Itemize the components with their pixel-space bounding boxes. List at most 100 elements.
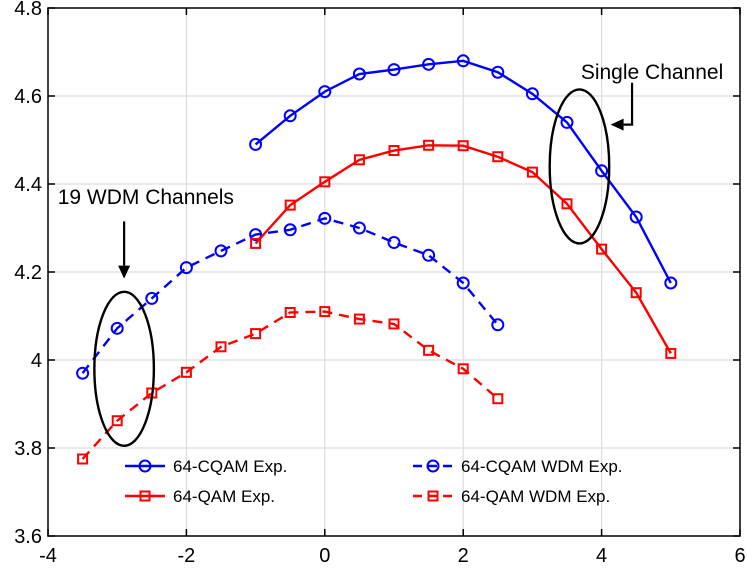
data-point-circle <box>110 321 124 335</box>
annotation-label: 19 WDM Channels <box>58 186 234 209</box>
annotation-wdm: 19 WDM Channels <box>58 186 234 447</box>
x-tick-label: 6 <box>734 545 745 567</box>
x-tick-label: 2 <box>458 545 469 567</box>
legend-item: 64-CQAM Exp. <box>125 457 287 476</box>
data-point-circle <box>426 459 440 473</box>
data-point-square <box>596 243 608 255</box>
x-tick-label: 0 <box>319 545 330 567</box>
data-point-circle <box>249 137 263 151</box>
series-64-cqam-exp <box>249 54 678 290</box>
grid <box>48 8 740 536</box>
legend-label: 64-QAM WDM Exp. <box>461 487 610 506</box>
data-point-square <box>319 306 331 318</box>
series-64-cqam-wdm-exp <box>76 211 505 380</box>
y-tick-label: 3.8 <box>14 438 42 460</box>
legend-item: 64-CQAM WDM Exp. <box>413 457 623 476</box>
data-point-square <box>526 166 538 178</box>
data-point-circle <box>318 211 332 225</box>
x-tick-label: 4 <box>596 545 607 567</box>
data-point-circle <box>179 261 193 275</box>
data-point-circle <box>138 459 152 473</box>
data-point-circle <box>456 54 470 68</box>
data-point-square <box>319 176 331 188</box>
y-tick-label: 4.8 <box>14 0 42 20</box>
data-point-circle <box>595 164 609 178</box>
annotation-arrow-head <box>118 265 131 279</box>
annotation-arrow-head <box>610 118 624 131</box>
x-tick-label: -4 <box>39 545 57 567</box>
data-point-circle <box>491 65 505 79</box>
data-point-circle <box>352 221 366 235</box>
annotation-label: Single Channel <box>581 61 723 84</box>
series-line <box>254 59 672 284</box>
series-64-qam-exp <box>250 139 677 359</box>
data-point-square <box>353 154 365 166</box>
series-group <box>76 54 678 465</box>
data-point-circle <box>422 57 436 71</box>
data-point-circle <box>214 244 228 258</box>
annotation-ellipse <box>548 88 611 245</box>
annotation-arrow-line <box>623 82 634 126</box>
data-point-square <box>111 415 123 427</box>
data-point-circle <box>318 85 332 99</box>
data-point-square <box>353 313 365 325</box>
series-64-qam-wdm-exp <box>77 306 504 465</box>
data-point-square <box>492 393 504 405</box>
legend-label: 64-CQAM Exp. <box>173 457 287 476</box>
data-point-square <box>630 287 642 299</box>
annotation-group: Single Channel 19 WDM Channels <box>58 61 723 447</box>
data-point-square <box>423 139 435 151</box>
data-point-circle <box>491 318 505 332</box>
axes: -4 -2 0 2 4 6 3.6 3.8 4 4.2 4.4 4.6 4.8 <box>14 0 745 567</box>
data-point-circle <box>283 109 297 123</box>
data-point-square <box>284 306 296 318</box>
data-point-circle <box>456 276 470 290</box>
data-point-square <box>492 151 504 163</box>
legend-label: 64-CQAM WDM Exp. <box>461 457 623 476</box>
data-point-square <box>250 237 262 249</box>
data-point-circle <box>145 291 159 305</box>
y-tick-label: 4 <box>31 350 42 372</box>
series-line <box>81 217 499 374</box>
series-line <box>254 144 672 354</box>
data-point-square <box>77 453 89 465</box>
legend-item: 64-QAM WDM Exp. <box>413 487 610 506</box>
data-point-circle <box>629 210 643 224</box>
data-point-square <box>215 341 227 353</box>
data-point-circle <box>76 366 90 380</box>
data-point-square <box>388 318 400 330</box>
y-tick-label: 3.6 <box>14 526 42 548</box>
data-point-square <box>457 363 469 375</box>
data-point-circle <box>525 87 539 101</box>
y-tick-label: 4.6 <box>14 86 42 108</box>
data-point-circle <box>352 67 366 81</box>
legend-item: 64-QAM Exp. <box>125 487 275 506</box>
data-point-circle <box>387 63 401 77</box>
data-point-square <box>665 347 677 359</box>
data-point-square <box>139 490 151 502</box>
annotation-single: Single Channel <box>548 61 723 245</box>
y-tick-label: 4.2 <box>14 262 42 284</box>
data-point-circle <box>283 223 297 237</box>
data-point-square <box>388 145 400 157</box>
legend: 64-CQAM Exp. 64-CQAM WDM Exp. 64-QAM Exp. 6… <box>125 457 623 506</box>
data-point-square <box>457 140 469 152</box>
series-line <box>81 310 499 460</box>
data-point-square <box>561 198 573 210</box>
data-point-circle <box>422 248 436 262</box>
data-point-circle <box>560 115 574 129</box>
annotation-ellipse <box>93 290 156 447</box>
data-point-circle <box>387 236 401 250</box>
data-point-circle <box>664 276 678 290</box>
data-point-circle <box>249 228 263 242</box>
data-point-square <box>180 366 192 378</box>
data-point-square <box>423 344 435 356</box>
data-point-square <box>427 490 439 502</box>
data-point-square <box>284 199 296 211</box>
x-tick-label: -2 <box>178 545 196 567</box>
y-tick-label: 4.4 <box>14 174 42 196</box>
data-point-square <box>250 328 262 340</box>
legend-label: 64-QAM Exp. <box>173 487 275 506</box>
